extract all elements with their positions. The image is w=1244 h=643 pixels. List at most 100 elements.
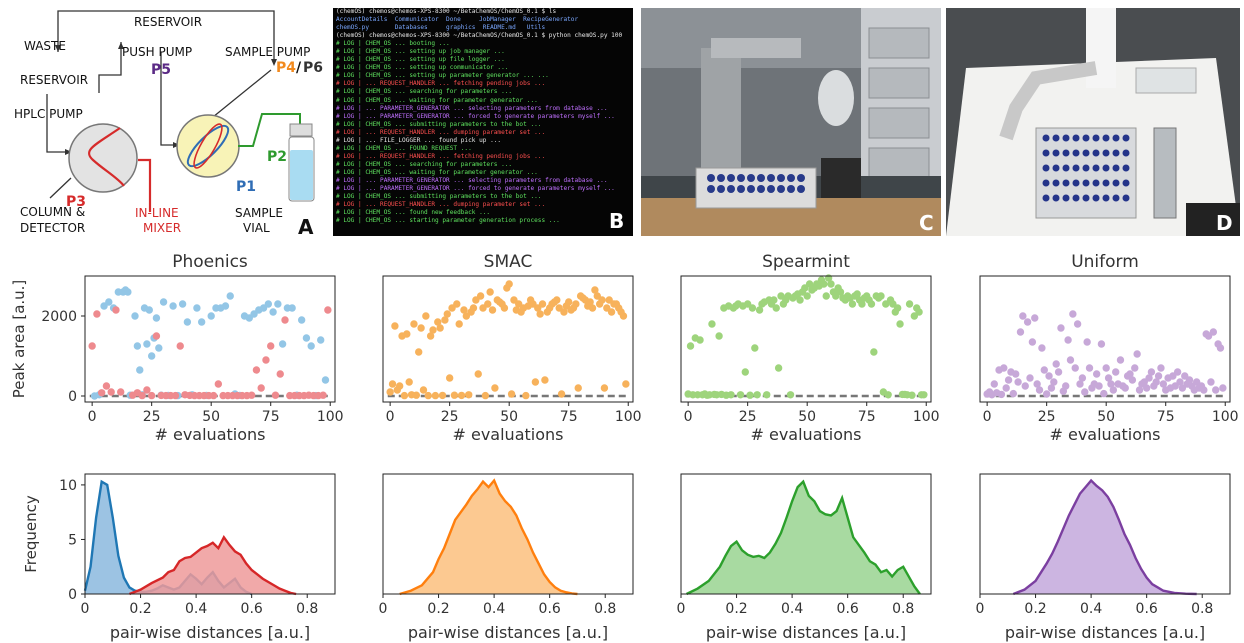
data-point [836,288,845,296]
terminal-line: # LOG | CHEM_OS ... setting up parameter… [336,72,549,80]
label-p2: P2 [267,149,287,165]
data-point [417,324,425,332]
data-point [553,296,561,304]
data-point [715,332,723,340]
data-point [441,316,449,324]
data-point [1026,374,1034,382]
data-point [1112,368,1120,376]
data-point [748,304,757,312]
p1-loop-red [193,123,223,169]
data-point [763,391,771,399]
data-point [858,300,866,308]
data-point [877,292,885,300]
label-p5: P5 [151,62,171,78]
data-point [319,391,327,399]
terminal-line: AccountDetails Communicator Done JobMana… [336,16,579,24]
data-point [443,310,451,318]
data-point [438,391,447,400]
data-point [445,374,454,382]
data-point [412,391,421,399]
chart-panel: 0 25 50 75 100 # evaluations Uniform [979,252,1239,444]
data-point [410,320,418,328]
x-tick-label: 0 [976,601,985,617]
data-point [1207,378,1215,386]
data-point [1216,344,1225,352]
data-point [867,300,876,308]
data-point [274,300,282,308]
label-vial-1: SAMPLE [235,206,283,220]
data-point [388,380,397,388]
data-point [221,302,230,310]
label-waste: WASTE [24,39,66,53]
data-point [557,390,566,398]
terminal-line: # LOG | CHEM_OS ... waiting for paramete… [336,96,538,104]
terminal-log: (chemOS) chemos@chemos-XPS-8300 ~/BetaCh… [333,8,633,225]
data-point [774,364,783,372]
data-point [131,312,139,320]
data-point [209,391,218,400]
data-point [1002,384,1010,392]
x-tick-label: 75 [1157,409,1175,425]
label-hplc-pump: HPLC PUMP [14,107,83,121]
terminal-line: # LOG | CHEM_OS ... submitting parameter… [336,193,542,201]
data-point [403,330,411,338]
data-point [1035,386,1044,394]
data-point [386,388,394,396]
data-point [405,378,413,386]
data-point [176,342,184,350]
data-point [1212,386,1220,394]
data-point [257,384,265,392]
data-point [751,344,759,352]
chart-title: Uniform [1071,252,1139,272]
data-point [474,370,482,378]
data-point [1097,340,1106,348]
terminal-window: (chemOS) chemos@chemos-XPS-8300 ~/BetaCh… [333,8,633,236]
data-point [102,382,111,390]
plot-frame [84,275,336,403]
data-point [755,306,764,314]
data-point [772,304,780,312]
data-point [1185,376,1194,384]
data-point [507,390,516,398]
data-point [183,318,192,326]
y-tick-label: 0 [68,389,77,405]
chart-panel: 0 25 50 75 100 # evaluations SMAC [382,252,642,444]
x-tick-label: 100 [913,409,940,425]
terminal-line: # LOG | ... PARAMETER_GENERATOR ... forc… [336,185,615,193]
data-point [870,348,878,356]
x-tick-label: 100 [615,409,642,425]
mixer-line [138,158,152,212]
terminal-line: # LOG | CHEM_OS ... setting up job manag… [336,48,505,56]
x-tick-label: 25 [143,409,161,425]
data-point [457,391,466,400]
photo-c-illustration: C [641,8,941,236]
photo-d-illustration: D [946,8,1240,236]
data-point [1126,370,1134,378]
label-p1: P1 [236,179,256,195]
data-point [143,340,151,348]
x-tick-label: 0.8 [892,601,914,617]
data-point [1012,370,1020,378]
data-point [574,384,582,392]
data-point [226,292,234,300]
data-point [138,391,146,400]
data-point [1023,318,1032,326]
data-point [1033,380,1041,388]
data-point [424,391,432,400]
x-tick-label: 0.4 [781,601,803,617]
data-point [905,300,914,308]
terminal-line: (chemOS) chemos@chemos-XPS-8300 ~/BetaCh… [336,32,623,40]
data-point [1019,312,1027,320]
data-point [178,300,187,308]
data-point [1047,384,1056,392]
data-point [1066,356,1075,364]
data-point [727,391,735,399]
data-point [1004,376,1013,384]
x-tick-label: 0 [379,601,388,617]
data-point [736,391,745,399]
x-tick-label: 0.8 [296,601,318,617]
x-tick-label: 0.2 [427,601,449,617]
x-tick-label: 0.6 [1136,601,1158,617]
data-point [159,298,168,306]
